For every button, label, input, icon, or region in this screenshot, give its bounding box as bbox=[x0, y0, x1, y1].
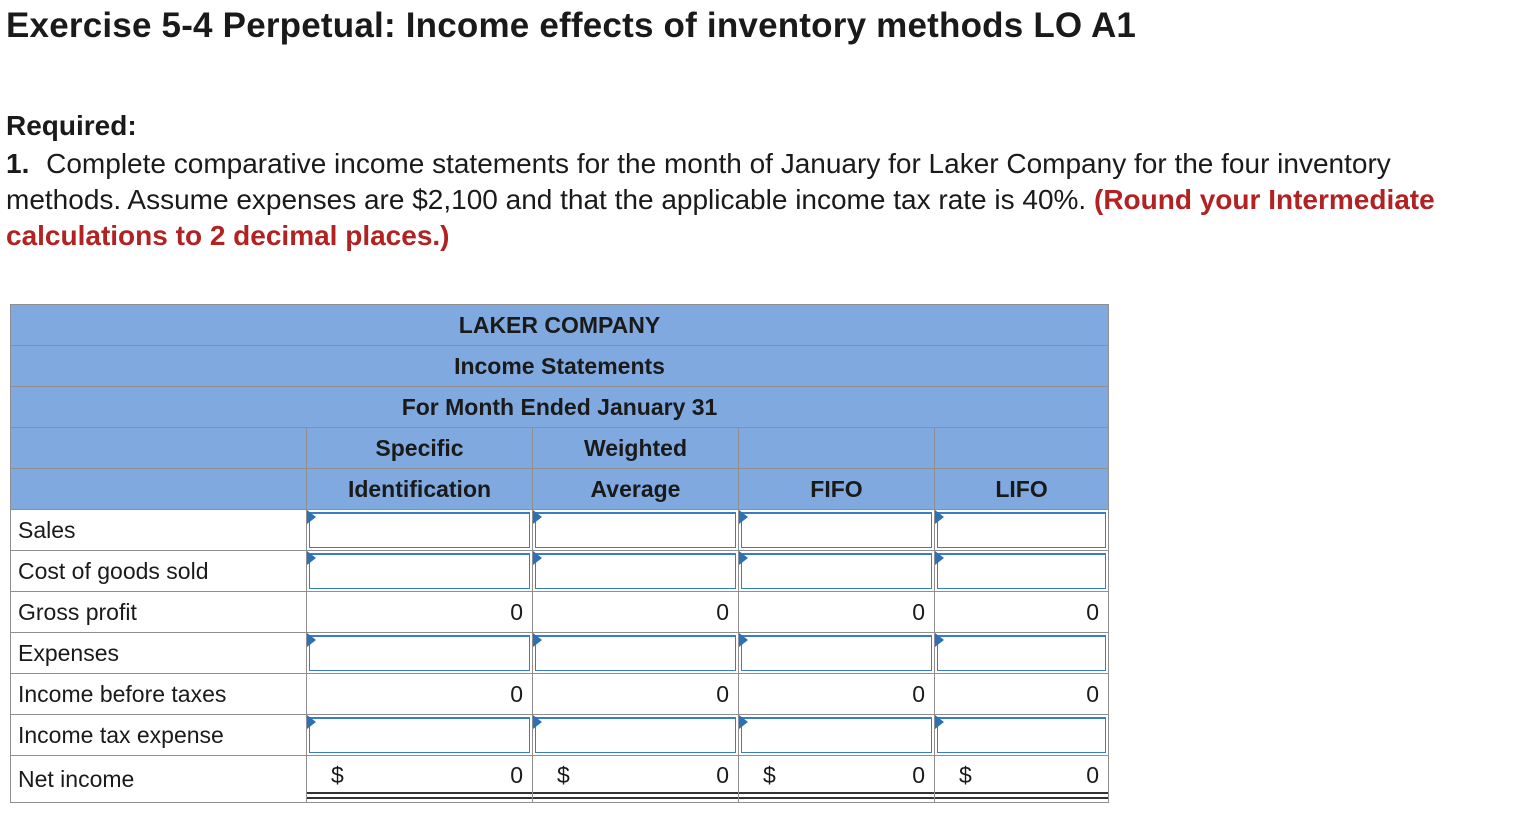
company-name: LAKER COMPANY bbox=[9, 304, 1110, 346]
cogs-lifo-input[interactable] bbox=[933, 550, 1110, 592]
net-income-specific-value: 0 bbox=[510, 762, 523, 788]
row-label-net-income: Net income bbox=[10, 755, 307, 803]
cogs-specific-input[interactable] bbox=[306, 550, 533, 592]
cogs-weighted-input[interactable] bbox=[532, 550, 739, 592]
row-sales: Sales bbox=[10, 509, 1110, 551]
row-income-before-taxes: Income before taxes 0 0 0 0 bbox=[10, 673, 1110, 715]
net-income-weighted-cell: $ 0 bbox=[532, 755, 739, 803]
tax-fifo-input[interactable] bbox=[738, 714, 935, 756]
tax-weighted-input[interactable] bbox=[532, 714, 739, 756]
row-label-gross-profit: Gross profit bbox=[10, 591, 307, 633]
col-header-fifo-line1 bbox=[738, 427, 935, 469]
instruction-number: 1. bbox=[6, 148, 39, 179]
col-header-specific-line1: Specific bbox=[306, 427, 533, 469]
statement-name: Income Statements bbox=[9, 345, 1110, 387]
row-income-tax-expense: Income tax expense bbox=[10, 714, 1110, 756]
gross-profit-lifo-value: 0 bbox=[933, 591, 1110, 633]
double-underline bbox=[533, 792, 738, 799]
expenses-fifo-input[interactable] bbox=[738, 632, 935, 674]
net-income-weighted-value: 0 bbox=[716, 762, 729, 788]
header-blank bbox=[10, 468, 307, 510]
currency-symbol: $ bbox=[331, 762, 344, 788]
net-income-lifo-value: 0 bbox=[1086, 762, 1100, 788]
double-underline bbox=[935, 792, 1109, 799]
col-header-lifo-line1 bbox=[933, 427, 1110, 469]
col-header-weighted-line2: Average bbox=[532, 468, 739, 510]
col-header-specific-line2: Identification bbox=[306, 468, 533, 510]
row-gross-profit: Gross profit 0 0 0 0 bbox=[10, 591, 1110, 633]
expenses-lifo-input[interactable] bbox=[933, 632, 1110, 674]
tax-lifo-input[interactable] bbox=[933, 714, 1110, 756]
statement-period: For Month Ended January 31 bbox=[9, 386, 1110, 428]
tax-specific-input[interactable] bbox=[306, 714, 533, 756]
income-statements-table: LAKER COMPANY Income Statements For Mont… bbox=[9, 304, 1110, 803]
cogs-fifo-input[interactable] bbox=[738, 550, 935, 592]
instruction-body: Complete comparative income statements f… bbox=[6, 148, 1391, 215]
col-header-fifo-line2: FIFO bbox=[738, 468, 935, 510]
header-blank bbox=[10, 427, 307, 469]
instruction-text: 1. Complete comparative income statement… bbox=[6, 146, 1506, 254]
col-header-weighted-line1: Weighted bbox=[532, 427, 739, 469]
currency-symbol: $ bbox=[763, 762, 776, 788]
income-before-taxes-weighted-value: 0 bbox=[532, 673, 739, 715]
sales-fifo-input[interactable] bbox=[738, 509, 935, 551]
gross-profit-specific-value: 0 bbox=[306, 591, 533, 633]
row-expenses: Expenses bbox=[10, 632, 1110, 674]
row-cogs: Cost of goods sold bbox=[10, 550, 1110, 592]
net-income-lifo-cell: $ 0 bbox=[933, 755, 1110, 803]
income-before-taxes-lifo-value: 0 bbox=[933, 673, 1110, 715]
row-label-expenses: Expenses bbox=[10, 632, 307, 674]
sales-lifo-input[interactable] bbox=[933, 509, 1110, 551]
income-before-taxes-fifo-value: 0 bbox=[738, 673, 935, 715]
row-label-income-before-taxes: Income before taxes bbox=[10, 673, 307, 715]
income-before-taxes-specific-value: 0 bbox=[306, 673, 533, 715]
currency-symbol: $ bbox=[959, 762, 972, 788]
expenses-weighted-input[interactable] bbox=[532, 632, 739, 674]
sales-weighted-input[interactable] bbox=[532, 509, 739, 551]
gross-profit-weighted-value: 0 bbox=[532, 591, 739, 633]
net-income-fifo-cell: $ 0 bbox=[738, 755, 935, 803]
expenses-specific-input[interactable] bbox=[306, 632, 533, 674]
row-label-cogs: Cost of goods sold bbox=[10, 550, 307, 592]
row-net-income: Net income $ 0 $ 0 $ 0 $ 0 bbox=[10, 755, 1110, 803]
row-label-sales: Sales bbox=[10, 509, 307, 551]
double-underline bbox=[739, 792, 934, 799]
currency-symbol: $ bbox=[557, 762, 570, 788]
net-income-specific-cell: $ 0 bbox=[306, 755, 533, 803]
row-label-income-tax-expense: Income tax expense bbox=[10, 714, 307, 756]
required-label: Required: bbox=[6, 110, 137, 141]
gross-profit-fifo-value: 0 bbox=[738, 591, 935, 633]
col-header-lifo-line2: LIFO bbox=[933, 468, 1110, 510]
page-title: Exercise 5-4 Perpetual: Income effects o… bbox=[6, 6, 1137, 45]
rounding-note: (Round your Intermediate calculations to… bbox=[6, 184, 1435, 251]
double-underline bbox=[307, 792, 532, 799]
sales-specific-input[interactable] bbox=[306, 509, 533, 551]
net-income-fifo-value: 0 bbox=[912, 762, 925, 788]
